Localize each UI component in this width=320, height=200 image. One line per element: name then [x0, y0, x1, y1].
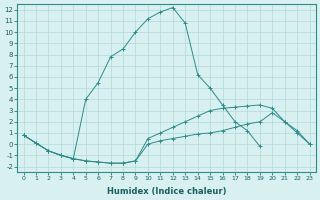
X-axis label: Humidex (Indice chaleur): Humidex (Indice chaleur) — [107, 187, 226, 196]
